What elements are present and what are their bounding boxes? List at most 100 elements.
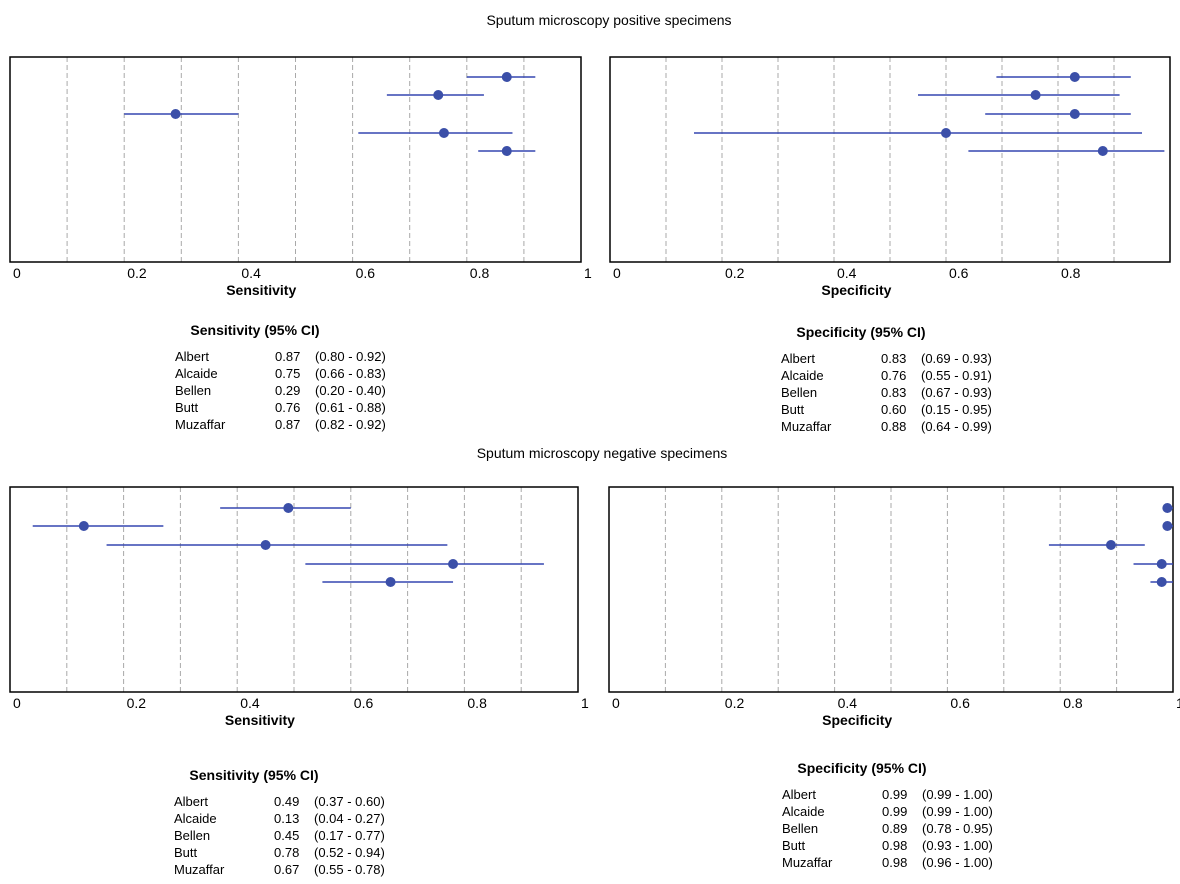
- plot-frame: [609, 56, 1171, 263]
- point-estimate-marker: [170, 109, 181, 119]
- estimate-value: 0.13: [274, 811, 300, 826]
- table-negative-specificity: Specificity (95% CI) Albert 0.99 (0.99 - 1…: [782, 760, 1032, 871]
- ci-value: (0.55 - 0.78): [314, 862, 385, 877]
- study-name: Bellen: [175, 383, 212, 398]
- table-negative-sensitivity: Sensitivity (95% CI) Albert 0.49 (0.37 - 0…: [174, 767, 424, 878]
- table-row: Albert 0.87 (0.80 - 0.92): [175, 348, 425, 365]
- ci-value: (0.67 - 0.93): [921, 385, 992, 400]
- point-estimate-marker: [78, 521, 89, 531]
- point-estimate-marker: [385, 577, 396, 587]
- table-row: Butt 0.98 (0.93 - 1.00): [782, 837, 1032, 854]
- x-tick-label: 0.2: [127, 695, 147, 711]
- x-tick-label: 0.4: [838, 695, 858, 711]
- plot-frame: [9, 56, 582, 263]
- table-row: Alcaide 0.76 (0.55 - 0.91): [781, 367, 1031, 384]
- estimate-value: 0.98: [882, 855, 908, 870]
- table-row: Butt 0.78 (0.52 - 0.94): [174, 844, 424, 861]
- x-tick-label: 0.8: [467, 695, 487, 711]
- point-estimate-marker: [448, 559, 459, 569]
- ci-value: (0.99 - 1.00): [922, 787, 993, 802]
- estimate-value: 0.87: [275, 417, 301, 432]
- x-tick-label: 0.4: [837, 265, 857, 281]
- ci-value: (0.04 - 0.27): [314, 811, 385, 826]
- x-tick-label: 0.6: [950, 695, 970, 711]
- table-row: Bellen 0.45 (0.17 - 0.77): [174, 827, 424, 844]
- ci-value: (0.66 - 0.83): [315, 366, 386, 381]
- table-row: Bellen 0.29 (0.20 - 0.40): [175, 382, 425, 399]
- ci-value: (0.15 - 0.95): [921, 402, 992, 417]
- plot-frame: [608, 486, 1174, 693]
- x-tick-label: 0: [612, 695, 620, 711]
- study-name: Muzaffar: [174, 862, 225, 877]
- ci-value: (0.82 - 0.92): [315, 417, 386, 432]
- ci-value: (0.96 - 1.00): [922, 855, 993, 870]
- study-name: Muzaffar: [175, 417, 226, 432]
- ci-value: (0.99 - 1.00): [922, 804, 993, 819]
- ci-value: (0.78 - 0.95): [922, 821, 993, 836]
- x-tick-label: 1: [1176, 695, 1180, 711]
- estimate-value: 0.87: [275, 349, 301, 364]
- estimate-value: 0.76: [881, 368, 907, 383]
- x-tick-label: 0.4: [241, 265, 261, 281]
- point-estimate-marker: [1156, 559, 1167, 569]
- study-name: Butt: [174, 845, 198, 860]
- table-row: Albert 0.83 (0.69 - 0.93): [781, 350, 1031, 367]
- ci-value: (0.80 - 0.92): [315, 349, 386, 364]
- x-tick-label: 0.6: [356, 265, 376, 281]
- ci-value: (0.20 - 0.40): [315, 383, 386, 398]
- section-title-negative: Sputum microscopy negative specimens: [476, 445, 728, 461]
- point-estimate-marker: [283, 503, 294, 513]
- table-row: Muzaffar 0.98 (0.96 - 1.00): [782, 854, 1032, 871]
- point-estimate-marker: [1069, 72, 1080, 82]
- study-name: Albert: [174, 794, 208, 809]
- section-title-positive: Sputum microscopy positive specimens: [486, 12, 732, 28]
- x-axis-label: Specificity: [821, 282, 891, 298]
- point-estimate-marker: [1162, 503, 1173, 513]
- point-estimate-marker: [1162, 521, 1173, 531]
- point-estimate-marker: [1030, 90, 1041, 100]
- study-name: Butt: [781, 402, 805, 417]
- study-name: Alcaide: [782, 804, 825, 819]
- point-estimate-marker: [941, 128, 951, 138]
- estimate-value: 0.99: [882, 787, 908, 802]
- estimate-value: 0.78: [274, 845, 300, 860]
- estimate-value: 0.67: [274, 862, 300, 877]
- x-axis-label: Sensitivity: [226, 282, 296, 298]
- table-title: Specificity (95% CI): [796, 324, 926, 340]
- study-name: Albert: [782, 787, 816, 802]
- x-tick-label: 0: [613, 265, 621, 281]
- table-row: Albert 0.49 (0.37 - 0.60): [174, 793, 424, 810]
- ci-value: (0.93 - 1.00): [922, 838, 993, 853]
- point-estimate-marker: [501, 146, 512, 156]
- estimate-value: 0.60: [881, 402, 907, 417]
- ci-value: (0.37 - 0.60): [314, 794, 385, 809]
- study-name: Alcaide: [781, 368, 824, 383]
- ci-value: (0.17 - 0.77): [314, 828, 385, 843]
- point-estimate-marker: [501, 72, 512, 82]
- table-row: Butt 0.76 (0.61 - 0.88): [175, 399, 425, 416]
- point-estimate-marker: [1156, 577, 1167, 587]
- estimate-value: 0.89: [882, 821, 908, 836]
- point-estimate-marker: [1069, 109, 1080, 119]
- study-name: Butt: [175, 400, 199, 415]
- study-name: Alcaide: [175, 366, 218, 381]
- ci-value: (0.61 - 0.88): [315, 400, 386, 415]
- estimate-value: 0.83: [881, 351, 907, 366]
- point-estimate-marker: [1105, 540, 1116, 550]
- study-name: Butt: [782, 838, 806, 853]
- table-row: Alcaide 0.75 (0.66 - 0.83): [175, 365, 425, 382]
- table-positive-sensitivity: Sensitivity (95% CI) Albert 0.87 (0.80 - 0…: [175, 322, 425, 433]
- x-tick-label: 0.4: [240, 695, 260, 711]
- table-row: Bellen 0.83 (0.67 - 0.93): [781, 384, 1031, 401]
- estimate-value: 0.49: [274, 794, 300, 809]
- study-name: Muzaffar: [782, 855, 833, 870]
- ci-value: (0.52 - 0.94): [314, 845, 385, 860]
- estimate-value: 0.98: [882, 838, 908, 853]
- study-name: Muzaffar: [781, 419, 832, 434]
- ci-value: (0.55 - 0.91): [921, 368, 992, 383]
- estimate-value: 0.29: [275, 383, 301, 398]
- table-row: Butt 0.60 (0.15 - 0.95): [781, 401, 1031, 418]
- table-row: Muzaffar 0.87 (0.82 - 0.92): [175, 416, 425, 433]
- study-name: Bellen: [781, 385, 818, 400]
